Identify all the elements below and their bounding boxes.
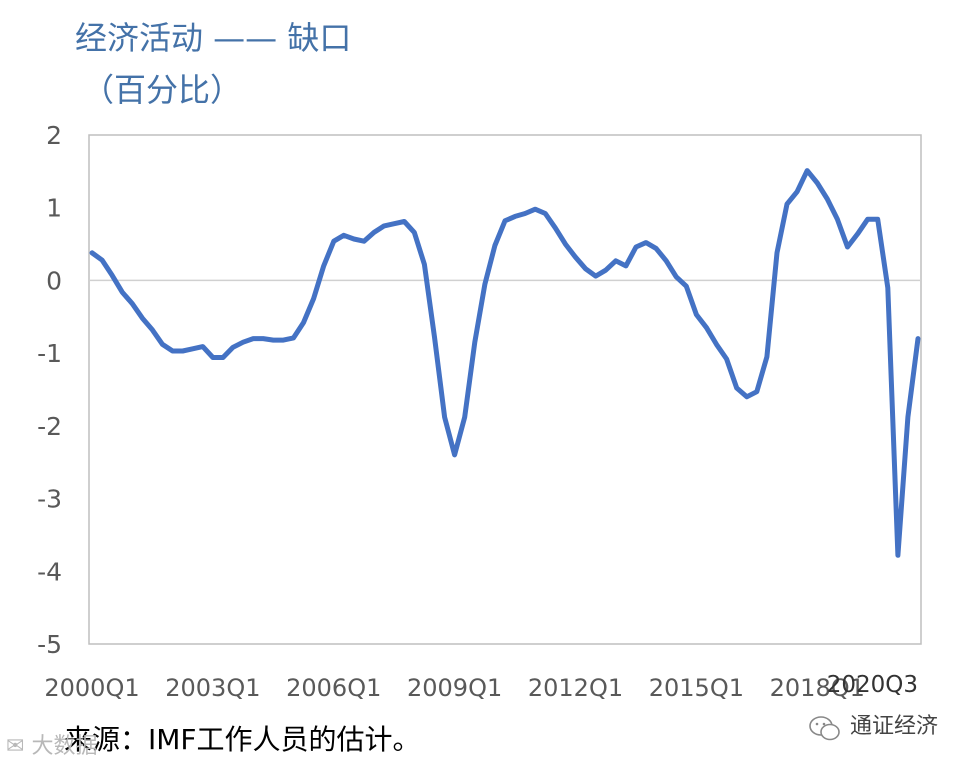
x-tick-label: 2003Q1 [165, 674, 260, 702]
watermark-left: ✉ 大数据 [6, 736, 97, 758]
watermark-left-text: 大数据 [31, 734, 98, 759]
x-tick-label: 2000Q1 [44, 674, 139, 702]
watermark-right: 通证经济 [850, 714, 939, 739]
y-tick-label: 1 [46, 194, 62, 223]
y-tick-label: -2 [37, 412, 62, 441]
line-chart: 210-1-2-3-4-5 2000Q1 2003Q1 2006Q1 2009Q1 20… [37, 121, 922, 702]
y-tick-label: -3 [37, 485, 62, 514]
chart-title: 经济活动 —— 缺口 [75, 19, 352, 57]
x-tick-label: 2006Q1 [286, 674, 381, 702]
y-tick-label: 0 [46, 266, 62, 295]
y-tick-label: -4 [37, 557, 62, 586]
x-tick-label: 2012Q1 [528, 674, 623, 702]
y-tick-label: 2 [46, 121, 62, 150]
wechat-icon [809, 716, 840, 741]
y-tick-label: -5 [37, 630, 62, 659]
series-layer [89, 168, 921, 558]
x-tick-label: 2020Q3 [827, 672, 918, 698]
plot-area-border [88, 134, 922, 645]
series-line [89, 168, 921, 558]
y-axis-ticks: 2 1 0 -1 -2 -3 -4 -5 [37, 121, 62, 659]
chart-subtitle: （百分比） [82, 71, 243, 109]
source-note: 来源：IMF工作人员的估计。 [64, 723, 421, 756]
watermark-left-icon: ✉ [6, 734, 25, 759]
x-tick-label: 2018Q1 [770, 674, 865, 702]
x-tick-label: 2009Q1 [407, 674, 502, 702]
x-tick-label: 2015Q1 [649, 674, 744, 702]
x-axis-ticks: 2000Q1 2003Q1 2006Q1 2009Q1 2012Q1 2015Q1 2018… [44, 672, 918, 702]
y-tick-label: -1 [37, 339, 62, 368]
